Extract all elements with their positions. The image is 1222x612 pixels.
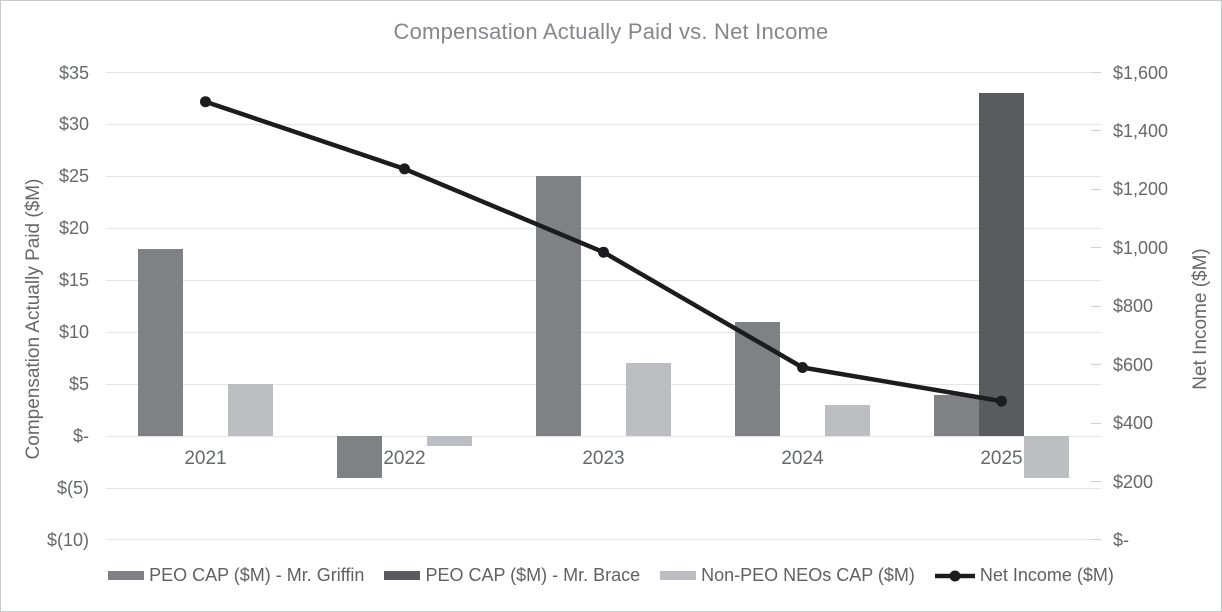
legend-item-peo-cap-griffin: PEO CAP ($M) - Mr. Griffin [108,565,364,586]
bar-peo-cap-griffin-2022 [337,436,382,478]
x-axis-label-2024: 2024 [781,448,824,469]
gridline [106,331,1101,333]
x-axis-label-2021: 2021 [184,448,227,469]
net-income-point-2024 [797,362,808,373]
left-axis-tick-label: $35 [58,62,89,83]
bar-non-peo-neos-cap-2025 [1024,436,1069,478]
legend-item-net-income: Net Income ($M) [934,565,1114,586]
legend-label-peo-cap-brace: PEO CAP ($M) - Mr. Brace [425,565,641,585]
net-income-point-2022 [399,163,410,175]
right-axis-tick-mark [1091,364,1101,366]
right-axis-tick-label: $1,600 [1113,62,1169,83]
left-axis-tick-label: $- [72,426,89,446]
right-axis-tick-label: $200 [1113,471,1154,492]
gridline [106,72,1101,73]
x-axis-label-2022: 2022 [383,448,426,469]
bar-peo-cap-griffin-2023 [536,176,581,437]
net-income-line [203,99,1004,404]
right-axis-tick-label: $600 [1113,354,1154,375]
legend-label-non-peo-neos-cap: Non-PEO NEOs CAP ($M) [701,565,915,585]
gridline [106,435,1101,437]
bar-non-peo-neos-cap-2022 [427,436,472,447]
legend-item-non-peo-neos-cap: Non-PEO NEOs CAP ($M) [660,565,915,586]
right-axis-tick-mark [1091,72,1101,73]
legend-swatch-peo-cap-brace [384,571,421,580]
gridline [106,175,1101,177]
legend-item-peo-cap-brace: PEO CAP ($M) - Mr. Brace [384,565,640,586]
right-axis-title: Net Income ($M) [1190,248,1211,390]
legend-label-peo-cap-griffin: PEO CAP ($M) - Mr. Griffin [149,565,365,585]
left-axis-tick-label: $(10) [46,529,89,550]
left-axis-tick-label: $(5) [56,478,89,498]
right-axis-tick-mark [1091,481,1101,482]
net-income-point-2023 [598,246,609,258]
right-axis-tick-label: $1,200 [1113,179,1169,200]
bar-non-peo-neos-cap-2024 [825,404,870,437]
left-axis-tick-label: $5 [68,374,89,395]
legend-line-marker-net-income [934,570,975,581]
chart-title: Compensation Actually Paid vs. Net Incom… [393,19,829,44]
right-axis-tick-label: $800 [1113,296,1154,317]
gridline [106,279,1101,281]
right-axis-tick-mark [1091,305,1101,307]
left-axis-tick-label: $10 [58,322,89,343]
bar-peo-cap-griffin-2021 [138,249,183,437]
right-axis-tick-label: $1,400 [1113,120,1169,141]
bar-peo-cap-griffin-2024 [735,321,780,437]
x-axis-label-2025: 2025 [980,448,1023,469]
legend-label-net-income: Net Income ($M) [979,565,1114,585]
left-axis-tick-label: $15 [58,270,89,291]
left-axis-tick-label: $30 [58,114,89,135]
legend: PEO CAP ($M) - Mr. Griffin PEO CAP ($M) -… [1,565,1221,586]
bar-non-peo-neos-cap-2021 [228,384,273,436]
bar-non-peo-neos-cap-2023 [626,363,671,436]
right-axis-tick-mark [1091,539,1101,541]
right-axis-tick-mark [1091,130,1101,132]
legend-swatch-peo-cap-griffin [108,571,145,580]
left-axis-tick-label: $25 [58,166,89,187]
x-axis-label-2023: 2023 [582,448,625,469]
gridline [106,227,1101,229]
gridline [106,123,1101,125]
right-axis-tick-label: $400 [1113,413,1154,434]
right-axis-tick-label: $1,000 [1113,237,1169,258]
net-income-point-2021 [200,96,211,108]
right-axis-tick-mark [1091,247,1101,249]
right-axis-tick-mark [1091,422,1101,424]
left-axis-tick-label: $20 [58,218,89,239]
gridline [106,539,1101,541]
bar-peo-cap-griffin-2025 [934,394,979,436]
right-axis-tick-mark [1091,188,1101,190]
right-axis-tick-label: $- [1113,529,1130,550]
legend-swatch-non-peo-neos-cap [660,571,697,580]
gridline [106,487,1101,489]
bar-peo-cap-brace-2025 [979,93,1024,437]
